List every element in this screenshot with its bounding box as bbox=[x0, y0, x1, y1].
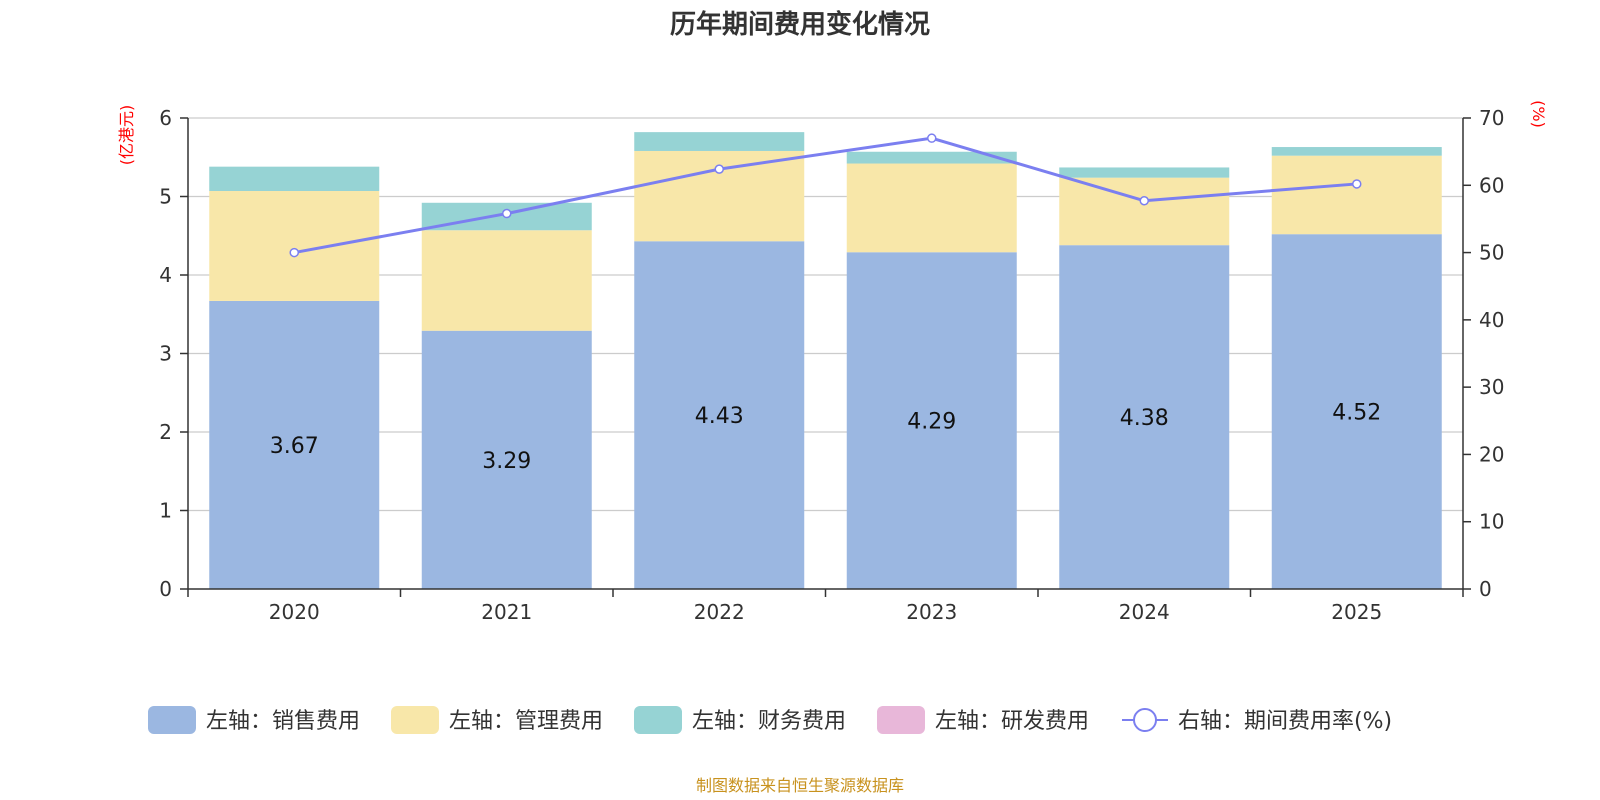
bar-segment bbox=[1059, 177, 1230, 246]
bar-value-label: 3.67 bbox=[270, 434, 319, 459]
left-axis-tick-label: 2 bbox=[159, 420, 172, 444]
legend-marker bbox=[1133, 708, 1157, 732]
expense-rate-point bbox=[714, 164, 724, 174]
left-axis-tick-label: 4 bbox=[159, 263, 172, 287]
legend-label: 左轴：研发费用 bbox=[935, 709, 1089, 734]
right-axis-tick-label: 60 bbox=[1479, 173, 1504, 197]
expense-rate-line bbox=[289, 133, 1362, 258]
x-axis-tick-label: 2020 bbox=[269, 600, 320, 624]
bar-value-label: 4.52 bbox=[1332, 401, 1381, 426]
left-axis-tick-label: 6 bbox=[159, 106, 172, 130]
bar-segment bbox=[209, 300, 380, 589]
right-axis-tick-label: 30 bbox=[1479, 375, 1504, 399]
legend-label: 右轴：期间费用率(%) bbox=[1178, 709, 1392, 734]
data-source-note: 制图数据来自恒生聚源数据库 bbox=[696, 776, 904, 795]
bar-value-labels: 3.67 3.29 4.43 4.29 4.38 4.52 bbox=[270, 401, 1381, 474]
bar-segment bbox=[421, 330, 592, 589]
right-axis-tick-label: 50 bbox=[1479, 241, 1504, 265]
expense-rate-point bbox=[502, 208, 512, 219]
bar-segment bbox=[634, 241, 805, 589]
expense-rate-point bbox=[1139, 196, 1149, 206]
right-axis-tick-label: 20 bbox=[1479, 442, 1504, 466]
x-axis-tick-label: 2024 bbox=[1119, 600, 1170, 624]
bar-segment bbox=[1059, 167, 1230, 178]
bar-segment bbox=[846, 151, 1017, 164]
left-axis-tick-label: 5 bbox=[159, 185, 172, 209]
bar-segment bbox=[1271, 155, 1442, 235]
bar-series bbox=[209, 132, 1442, 590]
legend-swatch bbox=[391, 706, 439, 734]
expense-rate-point bbox=[927, 133, 937, 143]
bar-value-label: 3.29 bbox=[482, 449, 531, 474]
right-axis-tick-label: 40 bbox=[1479, 308, 1504, 332]
legend-swatch bbox=[634, 706, 682, 734]
expense-rate-line-path bbox=[293, 136, 1357, 255]
bar-segment bbox=[846, 163, 1017, 253]
bar-value-label: 4.43 bbox=[695, 404, 744, 429]
x-axis-tick-label: 2021 bbox=[481, 600, 532, 624]
right-axis-tick-label: 0 bbox=[1479, 577, 1492, 601]
grid-lines bbox=[188, 117, 1463, 512]
legend-label: 左轴：财务费用 bbox=[692, 709, 846, 734]
left-axis-tick-label: 1 bbox=[159, 499, 172, 523]
expense-rate-point bbox=[289, 247, 299, 258]
chart-title: 历年期间费用变化情况 bbox=[670, 9, 930, 40]
left-axis-tick-label: 3 bbox=[159, 342, 172, 366]
legend: 左轴：销售费用 左轴：管理费用 左轴：财务费用 左轴：研发费用 右轴：期间费用率(%) bbox=[148, 706, 1392, 734]
legend-label: 左轴：管理费用 bbox=[449, 709, 603, 734]
bar-segment bbox=[209, 191, 380, 301]
bar-segment bbox=[1059, 245, 1230, 590]
bar-segment bbox=[209, 166, 380, 192]
bar-segment bbox=[1271, 234, 1442, 589]
legend-swatch bbox=[877, 706, 925, 734]
legend-label: 左轴：销售费用 bbox=[206, 709, 360, 734]
x-axis-tick-label: 2022 bbox=[694, 600, 745, 624]
x-axis-tick-label: 2023 bbox=[906, 600, 957, 624]
left-axis-unit: (亿港元) bbox=[117, 105, 136, 166]
x-axis-tick-label: 2025 bbox=[1331, 600, 1382, 624]
bar-value-label: 4.38 bbox=[1120, 406, 1169, 431]
expense-rate-point bbox=[1352, 179, 1362, 189]
right-axis-tick-label: 70 bbox=[1479, 106, 1504, 130]
right-axis-tick-label: 10 bbox=[1479, 510, 1504, 534]
bar-segment bbox=[634, 132, 805, 151]
bar-segment bbox=[1271, 147, 1442, 156]
bar-value-label: 4.29 bbox=[907, 410, 956, 435]
bar-segment bbox=[421, 230, 592, 331]
right-axis-unit: (%) bbox=[1529, 100, 1548, 128]
left-axis-tick-label: 0 bbox=[159, 577, 172, 601]
legend-swatch bbox=[148, 706, 196, 734]
bar-segment bbox=[846, 252, 1017, 590]
